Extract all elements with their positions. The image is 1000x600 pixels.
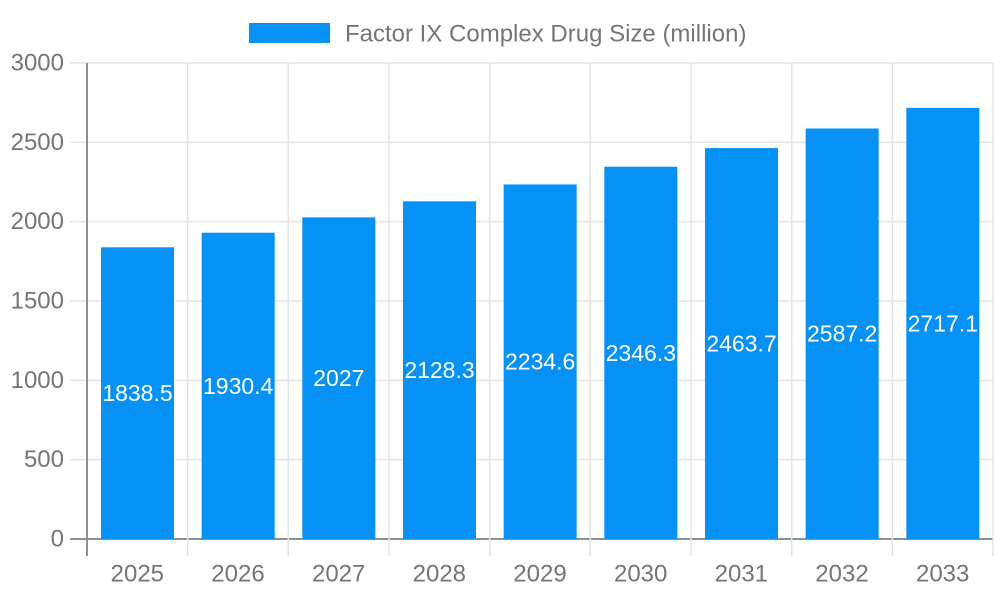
legend-item[interactable]: Factor IX Complex Drug Size (million) [249,21,746,48]
bar-value-label: 1838.5 [102,380,172,406]
x-axis-tick-label: 2026 [211,561,264,588]
y-axis-tick-label: 1000 [11,367,64,394]
x-axis-tick-label: 2031 [715,561,768,588]
y-axis-tick-label: 1500 [11,288,64,315]
y-axis-tick-label: 0 [51,526,64,553]
y-axis-tick-label: 2000 [11,208,64,235]
bar-2027[interactable] [302,217,376,539]
x-axis-tick-label: 2033 [916,561,969,588]
bar-value-label: 2717.1 [908,310,978,336]
x-axis-tick-label: 2028 [413,561,466,588]
x-axis-tick-label: 2025 [111,561,164,588]
legend-label: Factor IX Complex Drug Size (million) [345,21,746,48]
bar-value-label: 1930.4 [203,373,274,399]
bar-value-label: 2234.6 [505,349,575,375]
bar-2029[interactable] [503,184,577,539]
bar-2025[interactable] [101,247,174,540]
x-axis-tick-label: 2032 [815,561,868,588]
bar-value-label: 2463.7 [706,331,776,357]
x-axis-tick-label: 2029 [513,561,566,588]
y-axis-tick-label: 3000 [11,50,64,77]
bar-2030[interactable] [604,166,678,539]
plot-area: 0 500 1000 1500 2000 2500 3000 1838.5 2025 1930.4… [11,50,994,588]
bar-value-label: 2128.3 [404,357,474,383]
bar-value-label: 2587.2 [807,321,877,347]
bar-2028[interactable] [403,201,476,539]
bar-value-label: 2346.3 [606,340,676,366]
x-axis-tick-label: 2027 [312,561,365,588]
bar-2031[interactable] [705,148,778,539]
y-axis-tick-label: 500 [24,446,64,473]
y-axis-tick-label: 2500 [11,129,64,156]
x-axis-tick-label: 2030 [614,561,667,588]
bar-2032[interactable] [805,128,879,539]
bar-2033[interactable] [906,107,980,539]
bar-value-label: 2027 [313,365,364,391]
legend-swatch [249,23,330,43]
bar-2026[interactable] [201,232,275,539]
